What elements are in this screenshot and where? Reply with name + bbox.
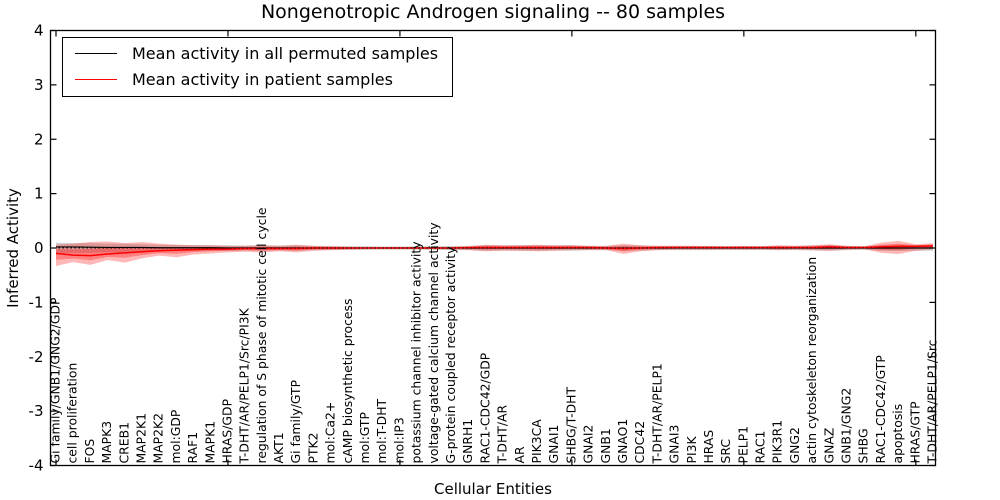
x-tick-label: Gi family/GNB1/GNG2/GDP [48,297,63,464]
x-tick-label: PIK3CA [529,419,544,464]
x-tick-label: AR [512,446,527,463]
x-tick-label: CDC42 [632,421,647,464]
x-tick-label: GNAI3 [667,425,682,464]
x-tick-label: G-protein coupled receptor activity [443,247,458,464]
legend: Mean activity in all permuted samples Me… [62,37,454,97]
x-tick-label: actin cytoskeleton reorganization [804,257,819,464]
x-tick-label: GNAZ [821,428,836,464]
x-tick-label: RAC1-CDC42/GTP [873,355,888,464]
y-tick-label: 1 [34,185,44,203]
x-tick-label: HRAS/GDP [219,398,234,463]
x-tick-label: Gi family/GTP [288,379,303,463]
x-tick-label: mol:GDP [168,409,183,463]
x-tick-label: SHBG [856,428,871,463]
x-tick-label: CREB1 [116,422,131,463]
x-tick-label: PTK2 [305,432,320,463]
x-tick-label: T-DHT/AR/PELP1 [649,363,664,464]
x-tick-label: RAC1-CDC42/GDP [477,352,492,463]
y-tick-label: -2 [29,348,44,366]
x-tick-label: regulation of S phase of mitotic cell cy… [254,207,269,463]
x-tick-label: T-DHT/AR/PELP1/Src [925,339,940,464]
x-tick-label: MAP2K1 [133,413,148,464]
x-tick-label: MAP2K2 [151,413,166,464]
chart-title: Nongenotropic Androgen signaling -- 80 s… [260,1,726,23]
x-tick-label: RAF1 [185,432,200,464]
x-tick-label: PELP1 [735,426,750,464]
x-tick-label: HRAS [701,430,716,464]
y-tick-label: -1 [29,293,44,311]
y-tick-label: 3 [34,76,44,94]
x-tick-label: mol:T-DHT [374,398,389,463]
x-tick-label: PI3K [684,435,699,463]
y-axis-label: Inferred Activity [4,188,22,308]
x-tick-label: SRC [718,439,733,464]
legend-line-permuted-icon [75,53,117,54]
legend-line-patient-icon [75,79,117,80]
x-tick-label: T-DHT/AR/PELP1/Src/PI3K [237,307,252,464]
x-tick-label: PIK3R1 [770,420,785,464]
legend-item: Mean activity in all permuted samples [75,44,438,63]
x-tick-label: GNAI1 [546,425,561,464]
x-tick-label: apoptosis [890,404,905,464]
x-tick-label: GNB1 [598,428,613,463]
x-tick-label: mol:Ca2+ [323,402,338,464]
legend-label-permuted: Mean activity in all permuted samples [132,44,439,63]
y-tick-label: 4 [34,22,44,40]
x-axis-label: Cellular Entities [434,480,552,498]
x-tick-label: GNRH1 [460,419,475,464]
x-tick-label: RAC1 [753,431,768,464]
y-tick-label: 2 [34,130,44,148]
x-tick-label: HRAS/GTP [907,401,922,464]
x-tick-label: GNB1/GNG2 [839,388,854,464]
x-tick-label: GNAO1 [615,419,630,464]
x-tick-label: potassium channel inhibitor activity [409,241,424,463]
x-tick-label: mol:GTP [357,412,372,464]
x-tick-label: cAMP biosynthetic process [340,299,355,464]
patient-samples-outer-range-band [56,240,933,266]
x-tick-label: GNAI2 [581,425,596,464]
x-tick-label: FOS [82,439,97,464]
x-tick-label: MAPK1 [202,421,217,464]
y-tick-label: -3 [29,402,44,420]
legend-item: Mean activity in patient samples [75,70,438,89]
x-tick-label: SHBG/T-DHT [563,386,578,463]
legend-label-patient: Mean activity in patient samples [132,70,393,89]
y-tick-label: 0 [34,239,44,257]
x-tick-label: T-DHT/AR [495,405,510,465]
x-tick-label: MAPK3 [99,421,114,464]
x-tick-label: mol:IP3 [391,417,406,463]
x-tick-label: GNG2 [787,427,802,463]
x-tick-label: cell proliferation [65,363,80,464]
x-tick-label: voltage-gated calcium channel activity [426,222,441,463]
y-tick-label: -4 [29,457,44,475]
x-tick-label: AKT1 [271,432,286,463]
